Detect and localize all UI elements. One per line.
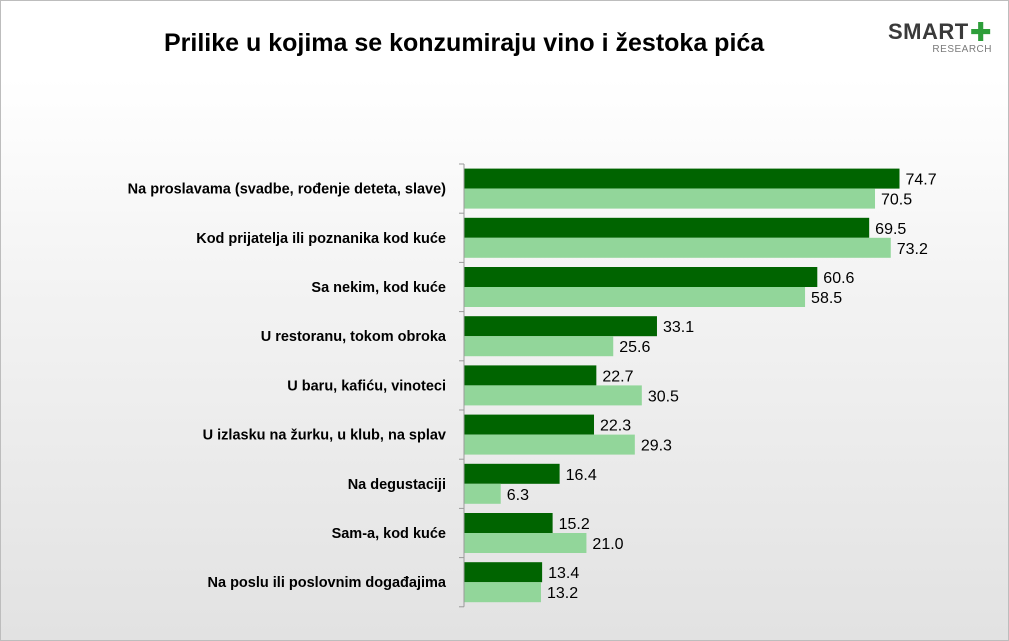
data-label: 22.7 [602, 368, 633, 385]
data-label: 33.1 [663, 319, 694, 336]
bar-series-1 [464, 316, 657, 337]
category-label: U izlasku na žurku, u klub, na splav [203, 428, 446, 444]
bar-series-1 [464, 217, 870, 238]
bar-series-2 [464, 533, 587, 553]
category-label: U restoranu, tokom obroka [261, 329, 447, 345]
chart-title: Prilike u kojima se konzumiraju vino i ž… [164, 29, 765, 57]
data-label: 30.5 [648, 388, 679, 405]
data-label: 6.3 [507, 487, 529, 504]
category-label: Sam-a, kod kuće [332, 526, 446, 542]
bar-series-2 [464, 434, 635, 455]
bar-series-2 [464, 287, 806, 307]
bar-series-1 [464, 168, 900, 189]
data-label: 73.2 [897, 241, 928, 258]
category-label: Kod prijatelja ili poznanika kod kuće [196, 231, 446, 247]
category-label: Na poslu ili poslovnim događajima [208, 575, 447, 591]
bar-series-2 [464, 483, 501, 504]
data-label: 29.3 [641, 438, 672, 455]
logo-text: SMART [887, 19, 969, 44]
data-label: 21.0 [592, 536, 623, 553]
bar-series-1 [464, 513, 553, 533]
category-label: Na degustaciji [348, 477, 446, 493]
bar-series-1 [464, 365, 597, 386]
bar-series-1 [464, 562, 543, 583]
bar-series-1 [464, 414, 595, 435]
data-label: 13.4 [548, 565, 579, 582]
bar-series-1 [464, 267, 818, 287]
bar-series-2 [464, 336, 614, 357]
data-label: 16.4 [566, 467, 597, 484]
data-label: 25.6 [619, 339, 650, 356]
plus-icon: ✚ [969, 17, 992, 47]
data-label: 22.3 [600, 418, 631, 435]
brand-logo: SMART ✚ RESEARCH [887, 17, 992, 55]
logo-subtext: RESEARCH [932, 44, 992, 55]
bar-series-2 [464, 188, 876, 209]
data-label: 70.5 [881, 192, 912, 209]
bar-series-1 [464, 463, 560, 484]
data-label: 13.2 [547, 585, 578, 602]
data-label: 58.5 [811, 290, 842, 307]
bar-series-2 [464, 385, 642, 406]
bar-series-2 [464, 237, 891, 258]
data-label: 15.2 [559, 516, 590, 533]
data-label: 74.7 [906, 172, 937, 189]
data-label: 60.6 [823, 270, 854, 287]
category-label: Na proslavama (svadbe, rođenje deteta, s… [128, 182, 446, 198]
data-label: 69.5 [875, 221, 906, 238]
bar-series-2 [464, 582, 541, 603]
category-label: Sa nekim, kod kuće [311, 280, 446, 296]
category-label: U baru, kafiću, vinoteci [287, 378, 446, 394]
